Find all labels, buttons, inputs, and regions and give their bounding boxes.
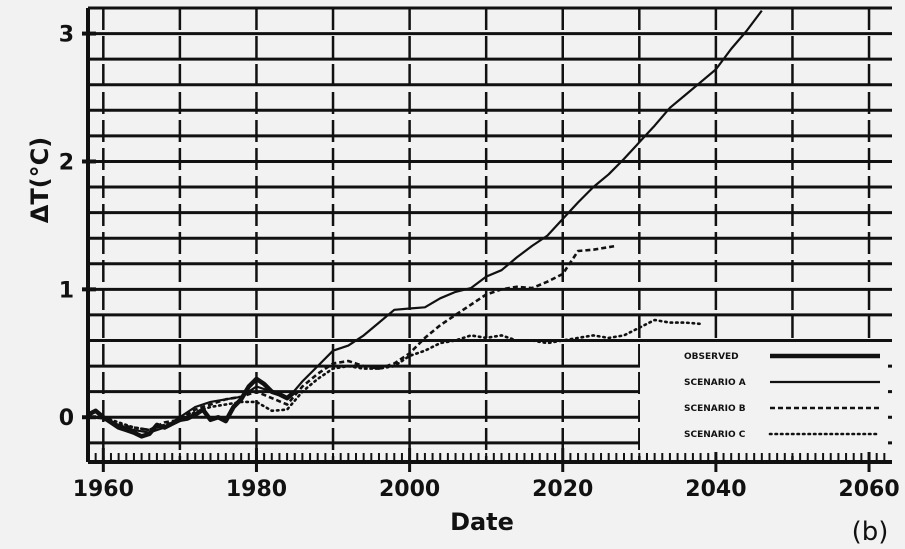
axes [82,6,892,472]
y-tick-label: 2 [59,150,74,175]
legend: OBSERVED SCENARIO A SCENARIO B SCENARIO C [640,342,888,452]
y-tick-label: 3 [59,23,74,48]
y-tick-label: 1 [59,278,74,303]
series-lines [86,9,763,439]
series-line-scenario-a [87,9,763,434]
legend-label: OBSERVED [684,352,739,362]
y-axis-title: ΔT(°C) [26,137,54,224]
series-line-scenario-b [88,244,617,432]
x-tick-label: 2020 [532,477,593,502]
x-tick-label: 1980 [226,477,287,502]
tick-labels: 1960 1980 2000 2020 2040 2060 0 1 2 3 [59,23,900,502]
x-tick-label: 2060 [838,477,899,502]
series-line-observed [86,376,297,439]
x-tick-label: 1960 [73,477,134,502]
legend-label: SCENARIO B [684,404,746,414]
legend-label: SCENARIO A [684,378,746,388]
legend-label: SCENARIO C [684,430,746,440]
y-tick-label: 0 [59,406,74,431]
panel-label: (b) [852,517,889,547]
series-line-scenario-c [86,318,702,432]
x-tick-label: 2040 [685,477,746,502]
x-axis-title: Date [450,508,514,536]
x-tick-label: 2000 [379,477,440,502]
legend-box [640,342,888,452]
